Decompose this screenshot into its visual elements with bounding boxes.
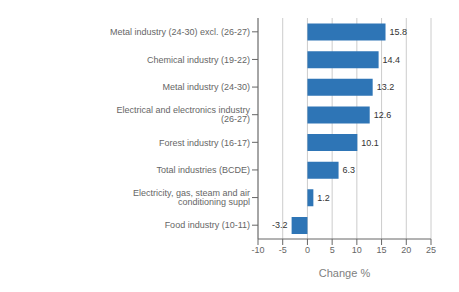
svg-text:-10: -10: [251, 245, 264, 255]
svg-text:25: 25: [426, 245, 436, 255]
svg-text:-3.2: -3.2: [272, 220, 288, 230]
svg-text:Food industry (10-11): Food industry (10-11): [165, 220, 250, 230]
svg-text:10: 10: [352, 245, 362, 255]
svg-text:Metal industry (24-30) excl. (: Metal industry (24-30) excl. (26-27): [110, 27, 250, 37]
svg-text:6.3: 6.3: [343, 165, 356, 175]
svg-text:0: 0: [305, 245, 310, 255]
svg-text:Metal industry (24-30): Metal industry (24-30): [162, 82, 250, 92]
svg-text:14.4: 14.4: [383, 55, 401, 65]
svg-text:13.2: 13.2: [377, 82, 395, 92]
svg-text:Change %: Change %: [319, 267, 371, 279]
svg-text:Electrical and electronics ind: Electrical and electronics industry(26-2…: [116, 105, 250, 124]
svg-text:Forest industry (16-17): Forest industry (16-17): [159, 138, 250, 148]
svg-text:20: 20: [401, 245, 411, 255]
svg-text:15: 15: [377, 245, 387, 255]
svg-text:10.1: 10.1: [361, 138, 379, 148]
svg-text:Total industries (BCDE): Total industries (BCDE): [156, 165, 250, 175]
svg-text:-5: -5: [279, 245, 287, 255]
svg-text:Chemical industry (19-22): Chemical industry (19-22): [147, 55, 250, 65]
svg-text:15.8: 15.8: [390, 27, 408, 37]
svg-text:Electricity, gas, steam and ai: Electricity, gas, steam and aircondition…: [133, 188, 250, 207]
svg-text:1.2: 1.2: [317, 193, 330, 203]
svg-text:5: 5: [330, 245, 335, 255]
svg-text:12.6: 12.6: [374, 110, 392, 120]
